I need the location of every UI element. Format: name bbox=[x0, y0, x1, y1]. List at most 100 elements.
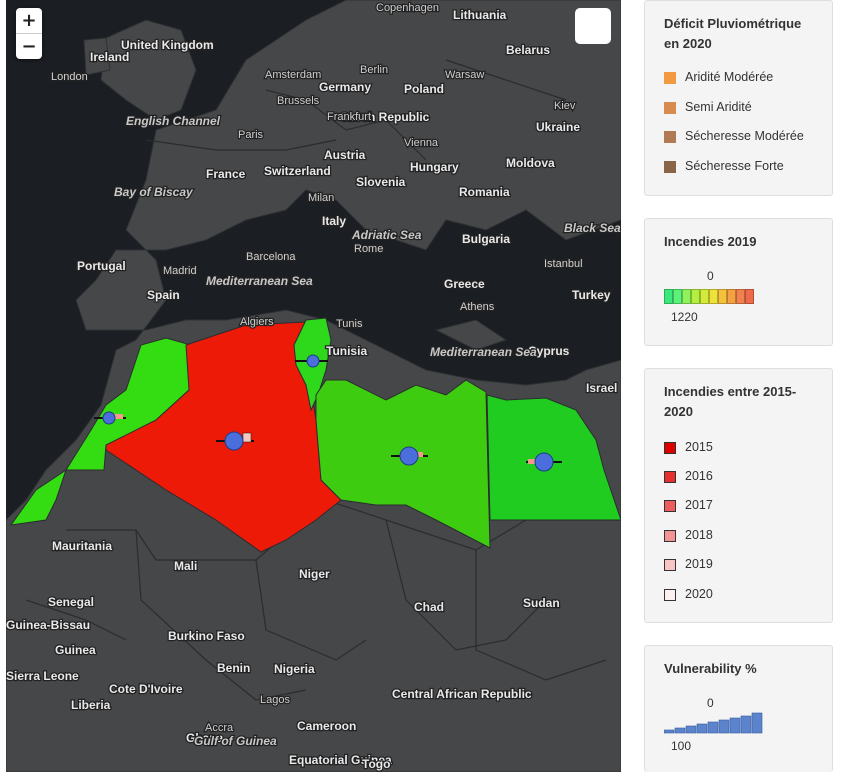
legend-fires-2019-min: 0 bbox=[707, 269, 714, 283]
country-label: Greece bbox=[444, 277, 485, 291]
city-label: Amsterdam bbox=[265, 69, 321, 81]
country-label: Niger bbox=[299, 567, 330, 581]
legend-vulnerability-ramp bbox=[664, 712, 763, 734]
ramp-step bbox=[718, 289, 727, 304]
legend-swatch bbox=[664, 589, 676, 601]
country-label: Cyprus bbox=[528, 344, 570, 358]
legend-deficit: Déficit Pluviométrique en 2020 Aridité M… bbox=[644, 0, 833, 196]
legend-swatch bbox=[664, 471, 676, 483]
vulnerability-bar bbox=[729, 717, 741, 734]
country-label: Chad bbox=[414, 600, 444, 614]
country-label: Poland bbox=[404, 82, 444, 96]
country-label: Guinea-Bissau bbox=[6, 618, 90, 632]
city-label: Paris bbox=[238, 129, 264, 141]
city-label: Frankfurt bbox=[327, 111, 371, 123]
city-label: Algiers bbox=[240, 316, 274, 328]
legend-fires-2019-title: Incendies 2019 bbox=[664, 234, 757, 249]
city-label: Kiev bbox=[554, 100, 576, 112]
country-label: Belarus bbox=[506, 43, 550, 57]
city-label: Warsaw bbox=[445, 69, 484, 81]
country-label: Czech Republic bbox=[340, 110, 430, 124]
country-label: Tunisia bbox=[326, 344, 367, 358]
vulnerability-bar bbox=[674, 727, 686, 734]
legend-deficit-title: Déficit Pluviométrique bbox=[664, 16, 802, 31]
ramp-step bbox=[709, 289, 718, 304]
city-label: Athens bbox=[460, 301, 495, 313]
legend-vulnerability-max: 100 bbox=[671, 739, 692, 753]
ramp-step bbox=[700, 289, 709, 304]
map[interactable]: Lithuania Belarus United Kingdom Ireland Ger… bbox=[6, 0, 621, 772]
country-label: Portugal bbox=[77, 259, 126, 273]
legend-fires-period: Incendies entre 2015- 2020 2015 2016 201… bbox=[644, 368, 833, 623]
legend-swatch bbox=[664, 559, 676, 571]
city-label: London bbox=[51, 71, 88, 83]
legend-swatch bbox=[664, 500, 676, 512]
sea-label: English Channel bbox=[126, 114, 221, 128]
country-label: Austria bbox=[324, 148, 366, 162]
country-label: Italy bbox=[322, 214, 346, 228]
country-label: Cameroon bbox=[297, 719, 356, 733]
country-label: Togo bbox=[362, 757, 390, 771]
vulnerability-bar bbox=[707, 721, 719, 734]
legend-deficit-title-2: en 2020 bbox=[664, 36, 712, 51]
city-label: Milan bbox=[308, 192, 334, 204]
country-label: Ireland bbox=[90, 50, 129, 64]
zoom-out-button[interactable]: − bbox=[16, 33, 42, 59]
legend-swatch bbox=[664, 161, 676, 173]
legend-swatch bbox=[664, 72, 676, 84]
vulnerability-bar bbox=[740, 715, 752, 734]
country-label: Sudan bbox=[523, 596, 560, 610]
vulnerability-bar bbox=[664, 729, 675, 734]
city-label: Accra bbox=[205, 722, 234, 734]
zoom-in-button[interactable]: + bbox=[21, 10, 37, 31]
country-label: Ukraine bbox=[536, 120, 580, 134]
ramp-step bbox=[736, 289, 745, 304]
country-label: Slovenia bbox=[356, 175, 406, 189]
country-label: Benin bbox=[217, 661, 250, 675]
region-libya bbox=[315, 379, 491, 549]
legend-swatch bbox=[664, 131, 676, 143]
legend-swatch bbox=[664, 530, 676, 542]
ramp-step bbox=[682, 289, 691, 304]
ramp-step bbox=[727, 289, 736, 304]
country-label: Liberia bbox=[71, 698, 111, 712]
country-label: Cote D'Ivoire bbox=[109, 682, 183, 696]
vulnerability-bar bbox=[751, 712, 763, 734]
sea-label: Bay of Biscay bbox=[114, 185, 194, 199]
legend-vulnerability: Vulnerability % 0 100 bbox=[644, 645, 833, 772]
legend-fires-period-title: Incendies entre 2015- bbox=[664, 384, 797, 399]
legend-swatch bbox=[664, 442, 676, 454]
legend-fires-2019-ramp bbox=[664, 289, 754, 304]
vulnerability-bar bbox=[685, 725, 697, 734]
ramp-step bbox=[745, 289, 754, 304]
city-label: Tunis bbox=[336, 318, 363, 330]
city-label: Lagos bbox=[260, 694, 290, 706]
layers-button[interactable] bbox=[575, 8, 611, 44]
city-label: Vienna bbox=[404, 137, 439, 149]
city-label: Copenhagen bbox=[376, 2, 439, 14]
sea-label: Mediterranean Sea bbox=[206, 274, 313, 288]
country-label: Switzerland bbox=[264, 164, 331, 178]
country-label: Burkino Faso bbox=[168, 629, 245, 643]
legend-fires-2019-max: 1220 bbox=[671, 310, 698, 324]
country-label: Romania bbox=[459, 185, 510, 199]
legend-vulnerability-min: 0 bbox=[707, 696, 714, 710]
city-label: Rome bbox=[354, 243, 383, 255]
country-label: Central African Republic bbox=[392, 687, 532, 701]
city-label: Madrid bbox=[163, 265, 197, 277]
city-label: Brussels bbox=[277, 95, 320, 107]
country-label: Spain bbox=[147, 288, 180, 302]
legend-vulnerability-title: Vulnerability % bbox=[664, 661, 757, 676]
country-label: Lithuania bbox=[453, 8, 507, 22]
legend-fires-period-title-2: 2020 bbox=[664, 404, 693, 419]
country-label: Germany bbox=[319, 80, 371, 94]
vulnerability-bar bbox=[696, 723, 708, 734]
country-label: United Kingdom bbox=[121, 38, 214, 52]
region-egypt bbox=[486, 394, 621, 521]
ramp-step bbox=[664, 289, 673, 304]
city-label: Istanbul bbox=[544, 258, 583, 270]
country-label: France bbox=[206, 167, 246, 181]
sea-label: Adriatic Sea bbox=[351, 228, 422, 242]
country-label: Mauritania bbox=[52, 539, 112, 553]
